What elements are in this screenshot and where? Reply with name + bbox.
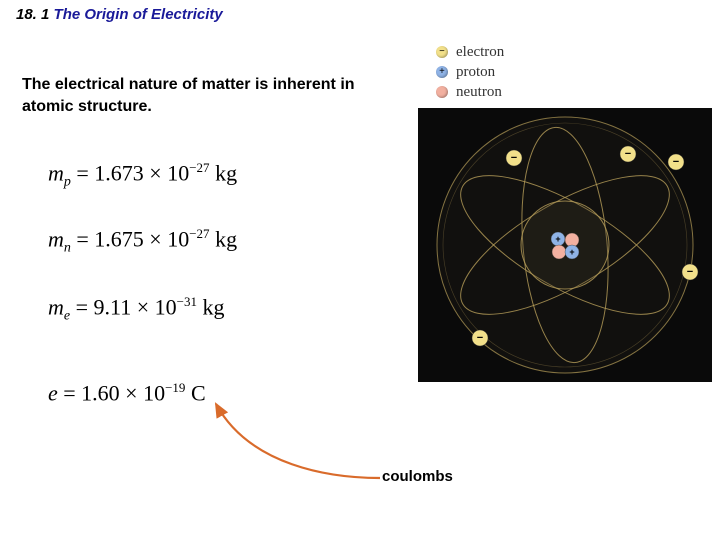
atom-svg: + + − − − − −	[418, 108, 712, 382]
proton-icon: +	[436, 66, 448, 78]
electron-icon: −	[436, 46, 448, 58]
atom-diagram: + + − − − − −	[418, 108, 712, 382]
body-text: The electrical nature of matter is inher…	[22, 74, 402, 117]
legend-electron: − electron	[436, 42, 504, 62]
svg-text:−: −	[673, 156, 679, 168]
svg-text:+: +	[555, 234, 560, 244]
particle-legend: − electron + proton neutron	[436, 42, 504, 102]
section-number: 18. 1	[16, 6, 49, 23]
svg-text:−: −	[687, 266, 693, 278]
svg-text:−: −	[477, 332, 483, 344]
atom-figure: − electron + proton neutron + + − − − − −	[418, 42, 712, 382]
section-title-text: The Origin of Electricity	[54, 6, 223, 23]
svg-text:−: −	[625, 148, 631, 160]
equation-elementary-charge: e = 1.60 × 10−19 C	[48, 380, 206, 406]
svg-text:−: −	[511, 152, 517, 164]
equation-proton-mass: mp = 1.673 × 10−27 kg	[48, 160, 237, 191]
equation-electron-mass: me = 9.11 × 10−31 kg	[48, 294, 224, 325]
neutron-icon	[436, 86, 448, 98]
section-heading: 18. 1 The Origin of Electricity	[16, 6, 223, 23]
svg-text:+: +	[569, 247, 574, 257]
legend-proton: + proton	[436, 62, 504, 82]
coulombs-label: coulombs	[382, 468, 453, 485]
arrow-annotation	[210, 396, 390, 486]
equation-neutron-mass: mn = 1.675 × 10−27 kg	[48, 226, 237, 257]
legend-neutron: neutron	[436, 82, 504, 102]
